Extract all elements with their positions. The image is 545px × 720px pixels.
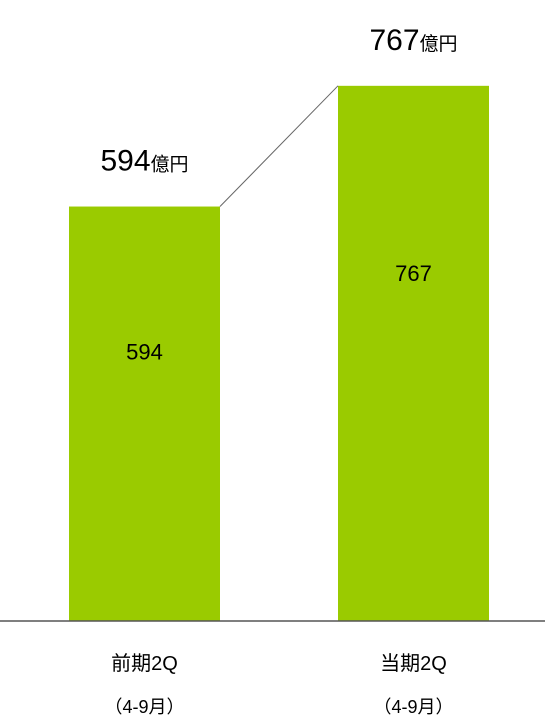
growth-connector-line xyxy=(219,85,339,207)
category-label-1: 前期2Q xyxy=(111,652,178,675)
total-unit-2: 億円 xyxy=(420,33,458,55)
total-label-1: 594億円 xyxy=(100,145,188,178)
total-value-1: 594 xyxy=(100,145,150,178)
bar-2 xyxy=(338,85,489,621)
bar-value-label-1: 594 xyxy=(126,340,163,365)
total-value-2: 767 xyxy=(369,24,419,57)
category-sublabel-1: （4-9月） xyxy=(104,697,184,717)
total-label-2: 767億円 xyxy=(369,24,457,57)
total-unit-1: 億円 xyxy=(151,154,189,176)
category-label-2: 当期2Q xyxy=(380,652,447,675)
category-sublabel-2: （4-9月） xyxy=(373,697,453,717)
bar-value-label-2: 767 xyxy=(395,261,432,286)
bar-1 xyxy=(69,206,220,621)
